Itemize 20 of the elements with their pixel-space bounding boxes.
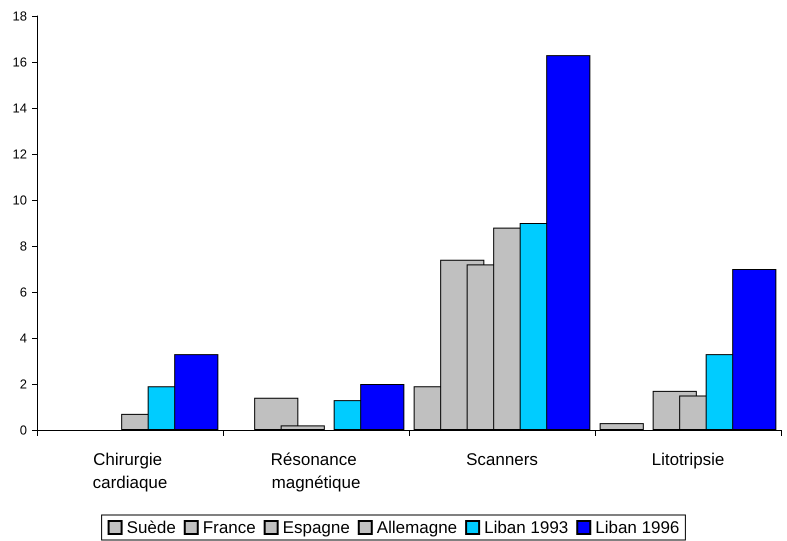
- legend-label: Allemagne: [376, 518, 458, 537]
- y-tick-label: 10: [12, 192, 27, 208]
- x-tick-label: Résonance magnétique: [270, 450, 362, 492]
- y-tick-label: 16: [12, 54, 27, 70]
- x-tick-label: Chirurgie cardiaque: [92, 450, 168, 492]
- legend-label: Espagne: [282, 518, 350, 537]
- x-tick-label: Litotripsie: [652, 450, 724, 469]
- legend-label: France: [202, 518, 256, 537]
- y-tick-label: 8: [20, 238, 27, 254]
- legend-label: Suède: [126, 518, 176, 537]
- y-tick-label: 4: [20, 330, 27, 346]
- y-tick-label: 0: [20, 422, 27, 438]
- y-tick-label: 2: [20, 376, 27, 392]
- y-tick-label: 18: [12, 8, 27, 24]
- y-tick-label: 12: [12, 146, 27, 162]
- y-tick-label: 14: [12, 100, 27, 116]
- y-tick-label: 6: [20, 284, 27, 300]
- legend-label: Liban 1996: [595, 518, 680, 537]
- x-tick-label: Scanners: [466, 450, 538, 469]
- legend-label: Liban 1993: [484, 518, 568, 537]
